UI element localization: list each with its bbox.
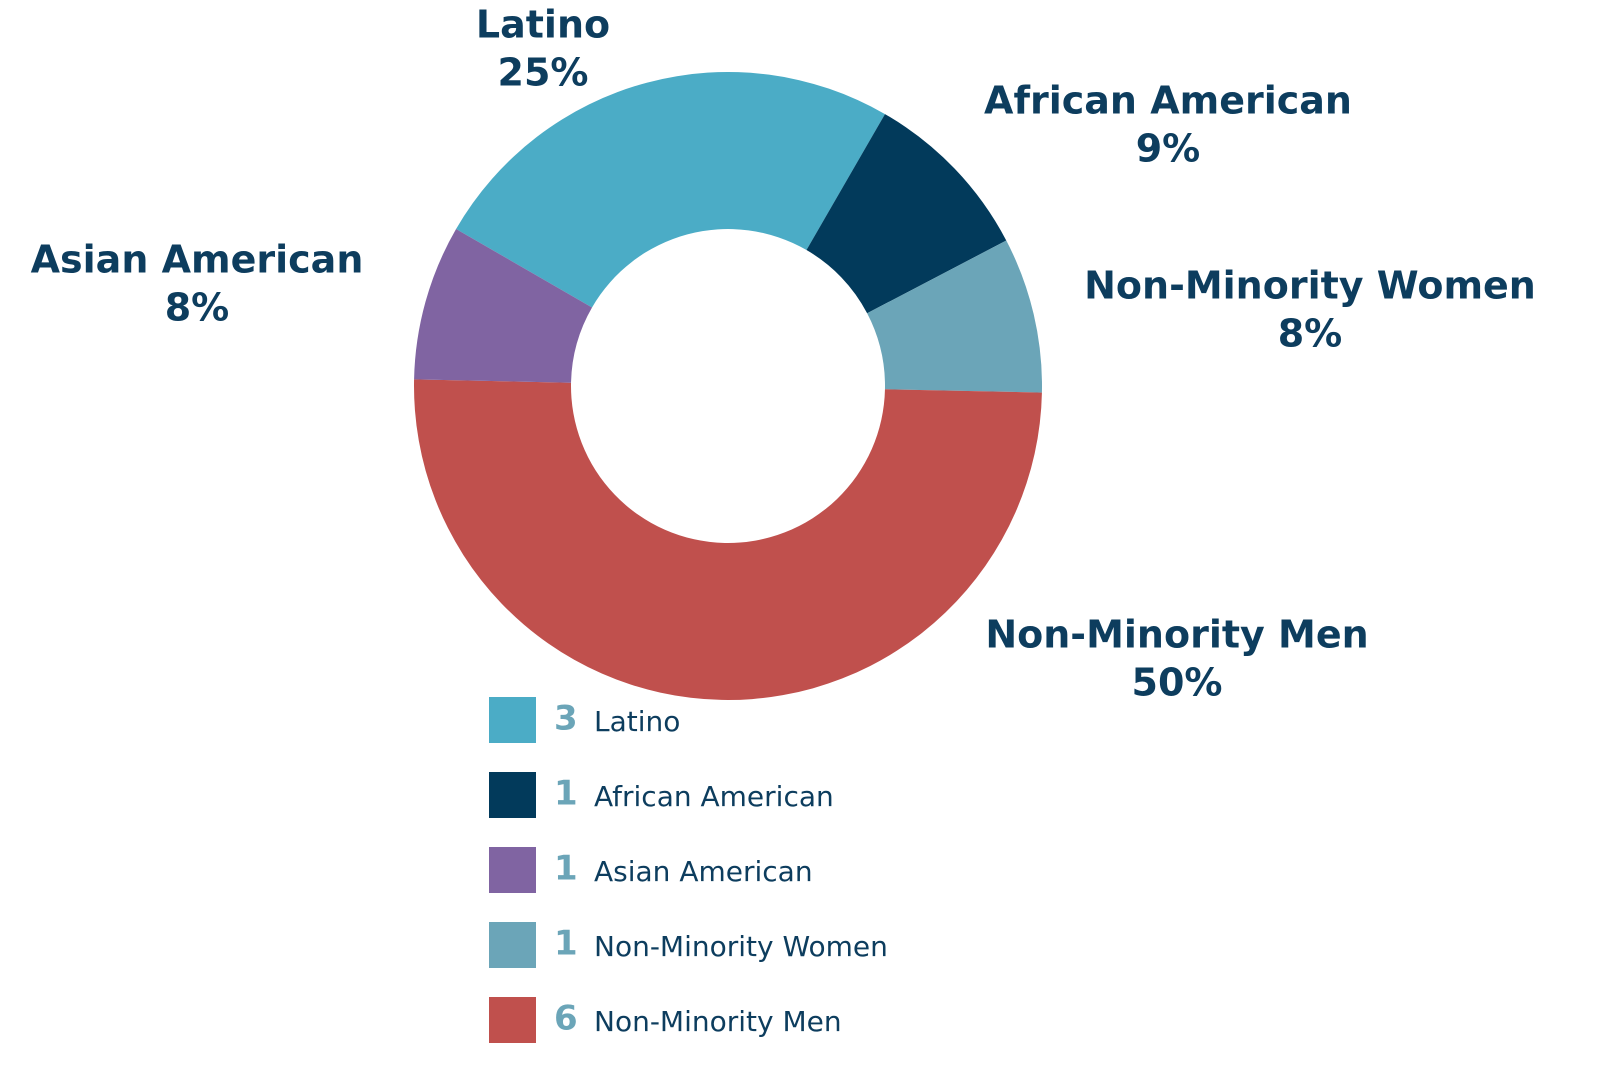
donut-slice xyxy=(414,379,1042,701)
slice-value-label: 8% xyxy=(165,286,230,330)
legend-swatch xyxy=(489,997,536,1043)
slice-value-label: 25% xyxy=(498,51,589,95)
legend-label: African American xyxy=(594,780,834,813)
donut-slice xyxy=(414,229,593,383)
legend-label: Asian American xyxy=(594,855,813,888)
slice-value-label: 50% xyxy=(1132,661,1223,705)
legend-count: 6 xyxy=(554,999,578,1039)
legend-count: 1 xyxy=(554,924,578,964)
legend-count: 1 xyxy=(554,774,578,814)
legend-label: Non-Minority Women xyxy=(594,930,888,963)
slice-value-label: 9% xyxy=(1136,127,1201,171)
legend-swatch xyxy=(489,772,536,818)
donut-slice xyxy=(456,71,885,308)
legend-label: Latino xyxy=(594,705,680,738)
legend-count: 3 xyxy=(554,699,578,739)
slice-label: Non-Minority Men xyxy=(985,613,1368,657)
donut-slice xyxy=(867,240,1042,393)
slice-label: African American xyxy=(984,79,1352,123)
slice-value-label: 8% xyxy=(1278,312,1343,356)
legend-swatch xyxy=(489,697,536,743)
legend-swatch xyxy=(489,847,536,893)
donut-slice xyxy=(806,114,1007,314)
slice-label: Non-Minority Women xyxy=(1084,264,1536,308)
slice-label: Asian American xyxy=(31,238,364,282)
legend-swatch xyxy=(489,922,536,968)
legend-label: Non-Minority Men xyxy=(594,1005,842,1038)
legend-count: 1 xyxy=(554,849,578,889)
slice-label: Latino xyxy=(476,3,610,47)
